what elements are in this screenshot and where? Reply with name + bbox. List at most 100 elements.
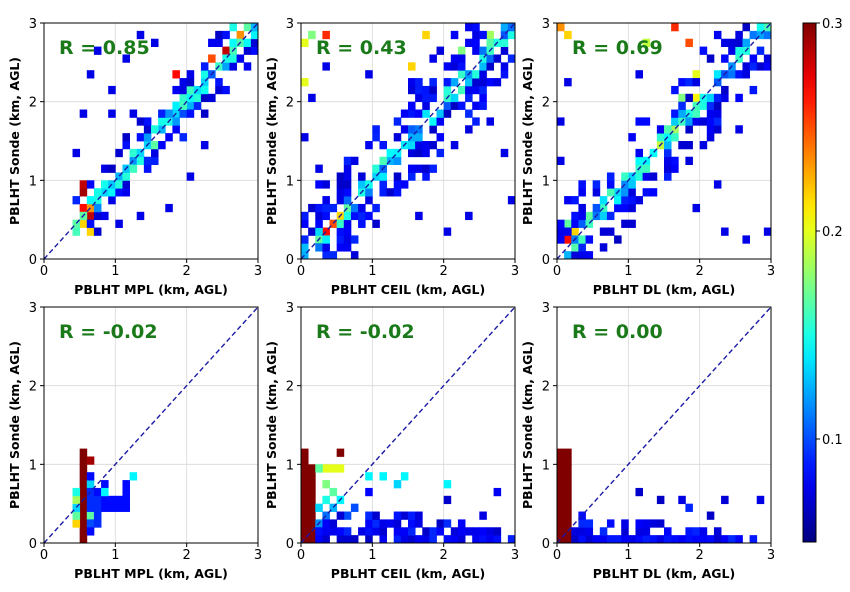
heatmap-cell bbox=[564, 448, 572, 457]
heatmap-cell bbox=[429, 164, 437, 173]
heatmap-cell bbox=[322, 511, 330, 520]
heatmap-cell bbox=[699, 141, 708, 150]
heatmap-cell bbox=[72, 196, 81, 205]
heatmap-cell bbox=[664, 141, 672, 150]
heatmap-cell bbox=[713, 109, 722, 118]
x-tick-label: 2 bbox=[696, 264, 704, 279]
heatmap-cell bbox=[122, 141, 130, 150]
heatmap-cell bbox=[699, 117, 708, 126]
heatmap-cell bbox=[635, 535, 643, 544]
heatmap-cell bbox=[422, 109, 430, 118]
heatmap-cell bbox=[151, 125, 159, 134]
heatmap-cell bbox=[122, 188, 130, 197]
heatmap-cell bbox=[635, 527, 643, 536]
heatmap-cell bbox=[386, 188, 395, 197]
y-tick-label: 3 bbox=[542, 17, 550, 32]
heatmap-cell bbox=[86, 519, 95, 528]
heatmap-cell bbox=[578, 527, 586, 536]
heatmap-cell bbox=[621, 527, 629, 536]
heatmap-cell bbox=[136, 156, 145, 165]
heatmap-cell bbox=[393, 519, 402, 528]
heatmap-cell bbox=[343, 527, 352, 536]
heatmap-cell bbox=[200, 62, 209, 71]
heatmap-cell bbox=[692, 101, 701, 110]
heatmap-cell bbox=[493, 487, 502, 497]
heatmap-cell bbox=[635, 70, 643, 79]
y-tick-label: 0 bbox=[542, 253, 550, 268]
heatmap-cell bbox=[465, 109, 473, 118]
heatmap-cell bbox=[115, 219, 123, 228]
heatmap-cell bbox=[365, 511, 373, 520]
heatmap-cell bbox=[408, 78, 416, 87]
heatmap-cell bbox=[215, 85, 223, 95]
heatmap-cell bbox=[358, 203, 366, 213]
heatmap-cell bbox=[422, 30, 430, 40]
heatmap-cell bbox=[393, 180, 402, 189]
heatmap-cell bbox=[79, 519, 88, 528]
heatmap-cell bbox=[301, 78, 309, 87]
heatmap-cell bbox=[329, 203, 338, 213]
heatmap-cell bbox=[172, 101, 180, 110]
heatmap-cell bbox=[664, 148, 672, 158]
heatmap-cell bbox=[343, 511, 352, 520]
y-tick-label: 2 bbox=[29, 380, 37, 395]
heatmap-cell bbox=[79, 511, 88, 520]
heatmap-cell bbox=[165, 203, 173, 213]
heatmap-cell bbox=[343, 219, 352, 228]
heatmap-cell bbox=[301, 133, 309, 142]
one-to-one-line bbox=[43, 22, 259, 260]
heatmap-cell bbox=[692, 117, 701, 126]
heatmap-cell bbox=[301, 243, 309, 252]
x-tick-label: 2 bbox=[440, 264, 448, 279]
heatmap-cell bbox=[557, 456, 565, 465]
heatmap-cell bbox=[415, 535, 423, 544]
heatmap-cell bbox=[193, 101, 202, 110]
heatmap-cell bbox=[79, 109, 88, 118]
heatmap-cell bbox=[628, 172, 636, 181]
heatmap-cell bbox=[200, 85, 209, 95]
heatmap-cell bbox=[301, 480, 309, 489]
heatmap-cell bbox=[621, 172, 629, 181]
heatmap-cell bbox=[400, 109, 409, 118]
heatmap-cell bbox=[585, 527, 594, 536]
heatmap-cell bbox=[578, 211, 586, 221]
heatmap-cell bbox=[101, 180, 109, 189]
y-tick-label: 3 bbox=[29, 301, 37, 316]
heatmap-cell bbox=[386, 519, 395, 528]
heatmap-cell bbox=[671, 156, 679, 165]
heatmap-cell bbox=[393, 156, 402, 165]
heatmap-cell bbox=[408, 62, 416, 71]
heatmap-cell bbox=[72, 219, 81, 228]
heatmap-cell bbox=[436, 527, 445, 536]
x-tick-label: 0 bbox=[297, 548, 305, 563]
heatmap-cell bbox=[500, 23, 509, 32]
heatmap-cell bbox=[129, 472, 138, 481]
heatmap-cell bbox=[606, 172, 615, 181]
heatmap-cell bbox=[158, 117, 166, 126]
heatmap-cell bbox=[628, 219, 636, 228]
heatmap-cell bbox=[664, 527, 672, 536]
heatmap-cell bbox=[507, 30, 516, 40]
heatmap-cell bbox=[336, 243, 345, 252]
one-to-one-line bbox=[556, 306, 772, 544]
colorbar-tick-label: 0.2 bbox=[822, 225, 843, 240]
heatmap-cell bbox=[229, 23, 237, 32]
heatmap-cell bbox=[706, 109, 715, 118]
heatmap-cell bbox=[136, 30, 145, 40]
heatmap-cell bbox=[564, 78, 572, 87]
heatmap-cell bbox=[115, 172, 123, 181]
heatmap-cell bbox=[756, 62, 765, 71]
heatmap-cell bbox=[450, 54, 459, 63]
heatmap-cell bbox=[322, 527, 330, 536]
heatmap-cell bbox=[350, 156, 359, 165]
heatmap-cell bbox=[685, 141, 693, 150]
heatmap-cell bbox=[678, 109, 686, 118]
heatmap-cell bbox=[158, 141, 166, 150]
heatmap-cell bbox=[628, 188, 636, 197]
heatmap-cell bbox=[571, 251, 579, 260]
heatmap-cell bbox=[564, 503, 572, 512]
heatmap-cell bbox=[108, 188, 116, 197]
heatmap-cell bbox=[122, 133, 130, 142]
heatmap-cell bbox=[564, 535, 572, 544]
heatmap-cell bbox=[706, 133, 715, 142]
